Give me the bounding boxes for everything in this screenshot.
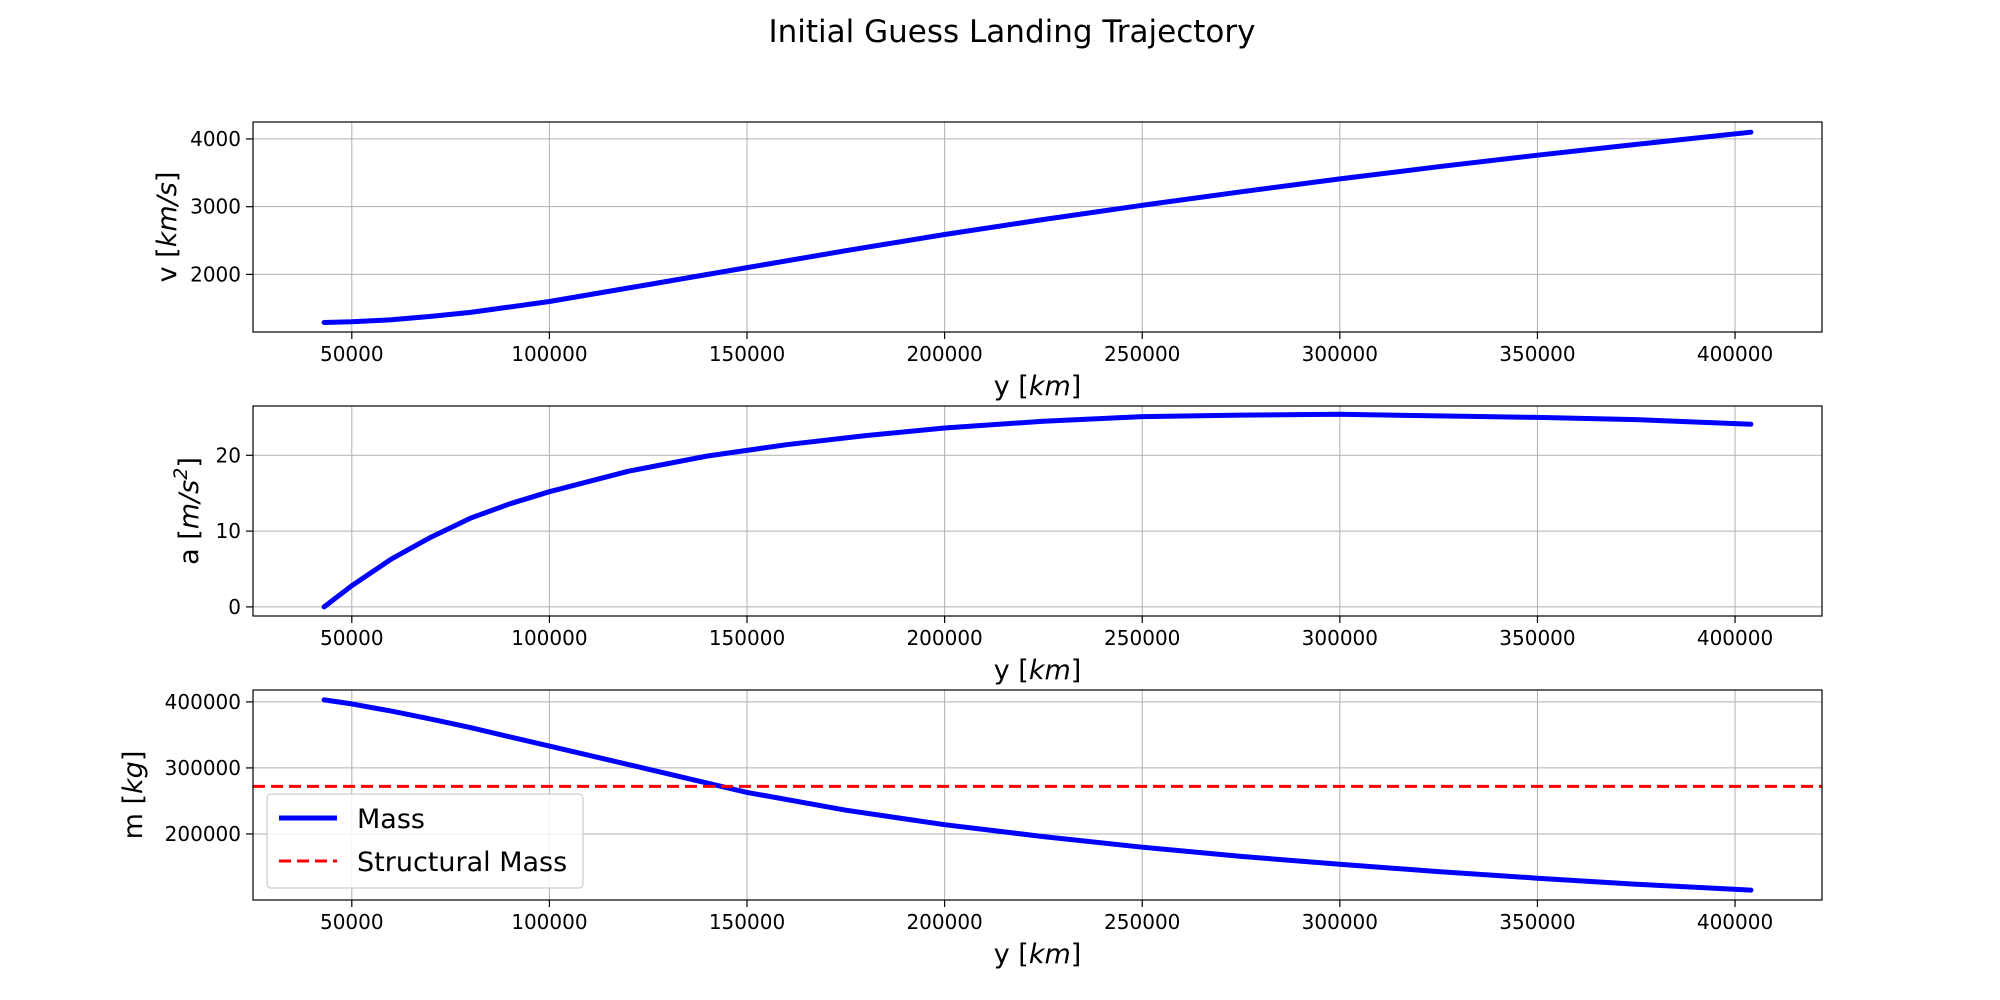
subplot-3: 50000 100000 150000 200000 250000 300000 35000… bbox=[118, 689, 1823, 970]
x-tick-label: 200000 bbox=[906, 910, 982, 934]
y-tick-label: 400000 bbox=[165, 690, 241, 714]
x-tick-label: 50000 bbox=[320, 342, 384, 366]
y-axis-label: v [km/s] bbox=[152, 172, 183, 283]
plot-frame bbox=[252, 689, 1823, 901]
legend-label: Structural Mass bbox=[357, 847, 567, 878]
y-axis-label: a [m/s2] bbox=[170, 457, 205, 565]
x-tick-label: 400000 bbox=[1697, 910, 1773, 934]
x-tick-label: 150000 bbox=[709, 342, 785, 366]
y-tick-label: 20 bbox=[216, 443, 241, 467]
legend-box bbox=[266, 793, 584, 889]
x-axis-label: y [km] bbox=[994, 939, 1082, 970]
y-tick-label: 3000 bbox=[190, 195, 241, 219]
x-tick-label: 250000 bbox=[1104, 626, 1180, 650]
x-axis-label: y [km] bbox=[994, 655, 1082, 686]
x-tick-label: 200000 bbox=[906, 626, 982, 650]
x-tick-label: 100000 bbox=[511, 626, 587, 650]
series-line-1 bbox=[321, 129, 1754, 325]
x-tick-label: 350000 bbox=[1499, 626, 1575, 650]
subplot-2: 50000 100000 150000 200000 250000 300000 35000… bbox=[170, 405, 1823, 686]
x-tick-label: 250000 bbox=[1104, 910, 1180, 934]
x-tick-label: 300000 bbox=[1302, 910, 1378, 934]
x-axis-label: y [km] bbox=[994, 371, 1082, 402]
subplot-1: 50000 100000 150000 200000 250000 300000 35000… bbox=[152, 121, 1823, 402]
y-tick-label: 200000 bbox=[165, 822, 241, 846]
x-tick-label: 300000 bbox=[1302, 342, 1378, 366]
y-tick-label: 10 bbox=[216, 519, 241, 543]
y-tick-label: 300000 bbox=[165, 756, 241, 780]
x-tick-label: 150000 bbox=[709, 910, 785, 934]
y-axis-label: m [kg] bbox=[118, 751, 149, 840]
x-tick-label: 400000 bbox=[1697, 342, 1773, 366]
x-tick-label: 100000 bbox=[511, 910, 587, 934]
y-tick-label: 2000 bbox=[190, 262, 241, 286]
plot-frame bbox=[252, 405, 1823, 617]
series-line-mass bbox=[321, 697, 1754, 893]
x-tick-label: 150000 bbox=[709, 626, 785, 650]
series-line-1 bbox=[321, 411, 1754, 610]
x-tick-label: 50000 bbox=[320, 626, 384, 650]
y-tick-label: 4000 bbox=[190, 127, 241, 151]
x-tick-label: 100000 bbox=[511, 342, 587, 366]
legend: Mass Structural Mass bbox=[266, 793, 584, 889]
x-tick-label: 250000 bbox=[1104, 342, 1180, 366]
x-tick-label: 50000 bbox=[320, 910, 384, 934]
x-tick-label: 400000 bbox=[1697, 626, 1773, 650]
subplots: 50000 100000 150000 200000 250000 300000 35000… bbox=[118, 121, 1823, 970]
x-tick-label: 300000 bbox=[1302, 626, 1378, 650]
legend-label: Mass bbox=[357, 804, 425, 835]
figure-title: Initial Guess Landing Trajectory bbox=[769, 14, 1256, 50]
plot-frame bbox=[252, 121, 1823, 333]
x-tick-label: 350000 bbox=[1499, 910, 1575, 934]
x-tick-label: 200000 bbox=[906, 342, 982, 366]
y-tick-label: 0 bbox=[228, 595, 241, 619]
x-tick-label: 350000 bbox=[1499, 342, 1575, 366]
